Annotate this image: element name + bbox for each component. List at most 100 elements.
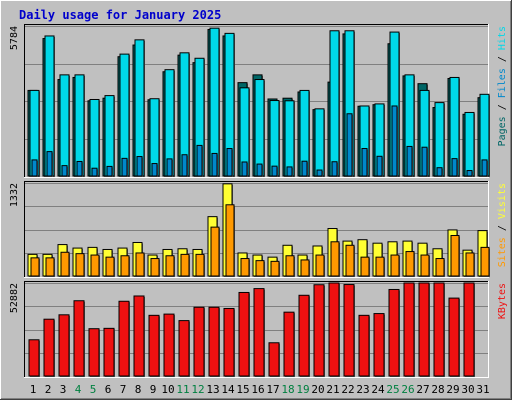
bar-kbytes-day-10 — [163, 313, 175, 377]
x-tick-label-day-17: 17 — [266, 383, 279, 396]
x-tick-label-day-15: 15 — [236, 383, 249, 396]
bar-kbytes-day-1 — [28, 339, 40, 377]
bar-files-day-4 — [74, 74, 85, 177]
bar-pages-day-27 — [421, 146, 428, 177]
x-tick-label-day-8: 8 — [135, 383, 142, 396]
bar-sites-day-10 — [165, 255, 175, 277]
bar-pages-day-21 — [331, 161, 338, 177]
bar-kbytes-day-15 — [238, 291, 250, 377]
bar-sites-day-17 — [270, 260, 280, 277]
x-tick-label-day-14: 14 — [221, 383, 235, 396]
x-tick-label-day-11: 11 — [176, 383, 189, 396]
bar-files-day-3 — [59, 74, 70, 177]
bar-pages-day-26 — [406, 145, 413, 177]
bar-sites-day-21 — [330, 241, 340, 277]
bar-pages-day-7 — [121, 157, 128, 177]
bar-sites-day-3 — [60, 251, 70, 277]
bar-kbytes-day-13 — [208, 306, 220, 377]
bar-files-day-5 — [89, 98, 100, 177]
bar-kbytes-day-16 — [253, 288, 265, 377]
bar-files-day-6 — [104, 95, 115, 177]
bar-kbytes-day-18 — [283, 311, 295, 377]
x-tick-label-day-4: 4 — [75, 383, 82, 396]
x-tick-label-day-5: 5 — [90, 383, 97, 396]
panel-kbytes: 52882 KBytes — [9, 281, 508, 378]
bar-sites-day-5 — [90, 254, 100, 277]
x-tick-label-day-3: 3 — [60, 383, 67, 396]
bar-sites-day-22 — [345, 244, 355, 277]
bar-sites-day-4 — [75, 253, 85, 277]
x-tick-label-day-26: 26 — [401, 383, 414, 396]
bar-pages-day-13 — [211, 152, 218, 177]
bar-files-day-17 — [269, 100, 280, 177]
x-tick-label-day-2: 2 — [45, 383, 52, 396]
bar-sites-day-1 — [30, 257, 40, 277]
bar-kbytes-day-21 — [328, 282, 340, 377]
bar-kbytes-day-27 — [418, 282, 430, 377]
bar-pages-day-10 — [166, 158, 173, 177]
bar-sites-day-16 — [255, 260, 265, 277]
bar-pages-day-17 — [271, 165, 278, 177]
y-max-label-kbytes: 52882 — [9, 283, 20, 313]
bar-pages-day-4 — [76, 160, 83, 177]
bar-kbytes-day-26 — [403, 282, 415, 377]
bar-sites-day-7 — [120, 255, 130, 277]
chart-panels: 5784 Pages / Files / Hits 1332 Sites / Visi… — [9, 24, 508, 378]
x-tick-label-day-7: 7 — [120, 383, 127, 396]
bar-pages-day-12 — [196, 144, 203, 177]
bar-kbytes-day-11 — [178, 320, 190, 377]
y-max-label-hits: 5784 — [9, 26, 20, 50]
bar-pages-day-28 — [436, 167, 443, 177]
bar-pages-day-24 — [376, 155, 383, 177]
bar-pages-day-23 — [361, 148, 368, 177]
legend-pages: Pages — [497, 116, 508, 146]
x-tick-label-day-24: 24 — [371, 383, 385, 396]
bar-kbytes-day-17 — [268, 342, 280, 377]
x-tick-label-day-9: 9 — [150, 383, 157, 396]
bar-pages-day-1 — [31, 159, 38, 177]
bar-files-day-8 — [134, 39, 145, 177]
y-max-label-visits: 1332 — [9, 183, 20, 207]
panel-hits: 5784 Pages / Files / Hits — [9, 24, 508, 178]
bar-sites-day-11 — [180, 253, 190, 277]
bar-kbytes-day-4 — [73, 300, 85, 377]
bar-pages-day-22 — [346, 113, 353, 177]
bar-pages-day-5 — [91, 167, 98, 177]
bar-pages-day-15 — [241, 161, 248, 177]
bar-sites-day-2 — [45, 257, 55, 277]
bar-pages-day-2 — [46, 151, 53, 177]
x-tick-label-day-29: 29 — [446, 383, 459, 396]
bar-sites-day-24 — [375, 256, 385, 277]
bar-pages-day-16 — [256, 163, 263, 177]
legend-kbytes: KBytes — [497, 283, 508, 319]
bar-pages-day-19 — [301, 160, 308, 177]
x-tick-label-day-28: 28 — [431, 383, 444, 396]
bar-kbytes-day-14 — [223, 307, 235, 377]
bar-kbytes-day-7 — [118, 300, 130, 377]
x-tick-label-day-20: 20 — [311, 383, 324, 396]
bar-files-day-28 — [434, 102, 445, 177]
bar-kbytes-day-24 — [373, 313, 385, 377]
bar-sites-day-31 — [480, 246, 490, 277]
bar-pages-day-14 — [226, 148, 233, 177]
bar-sites-day-29 — [450, 235, 460, 277]
legend-hits: Hits — [497, 26, 508, 50]
legend-kbytes: KBytes — [497, 283, 508, 319]
x-tick-label-day-16: 16 — [251, 383, 264, 396]
bar-kbytes-day-30 — [463, 282, 475, 377]
bar-pages-day-6 — [106, 165, 113, 177]
bar-kbytes-day-8 — [133, 295, 145, 377]
x-tick-label-day-30: 30 — [461, 383, 474, 396]
x-tick-label-day-25: 25 — [386, 383, 399, 396]
bar-sites-day-12 — [195, 253, 205, 277]
bar-pages-day-31 — [481, 159, 488, 177]
bar-kbytes-day-12 — [193, 306, 205, 377]
bar-kbytes-day-29 — [448, 297, 460, 377]
bar-sites-day-13 — [210, 226, 220, 277]
x-tick-label-day-22: 22 — [341, 383, 354, 396]
bar-sites-day-25 — [390, 254, 400, 277]
bar-sites-day-6 — [105, 256, 115, 277]
bar-files-day-18 — [284, 100, 295, 177]
bar-kbytes-day-3 — [58, 314, 70, 377]
x-axis-labels: 1 2 3 4 5 6 7 8 9 10 11 12 13 14 15 16 17 18 19 20 21 22 23 24 2… — [30, 383, 490, 396]
